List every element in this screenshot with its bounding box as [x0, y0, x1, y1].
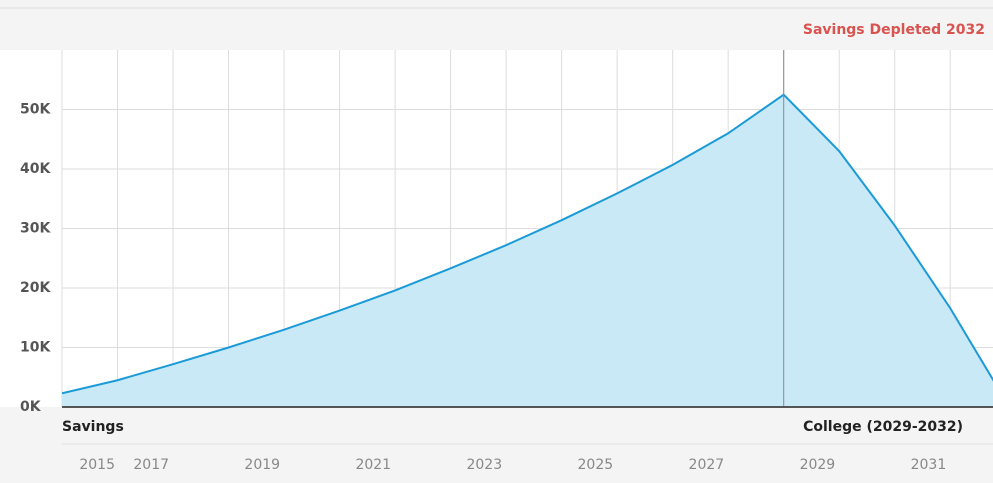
- x-tick-label: 2015: [79, 457, 115, 473]
- right-annotation: College (2029-2032): [803, 419, 963, 435]
- area-line: [62, 93, 993, 395]
- x-tick-label: 2019: [244, 457, 280, 473]
- x-tick-label: 2017: [133, 457, 169, 473]
- x-tick-label: 2027: [689, 457, 725, 473]
- plot: [62, 93, 993, 407]
- y-tick-label: 10K: [20, 340, 51, 356]
- area-fill: [62, 94, 993, 407]
- left-annotation: Savings: [62, 419, 124, 435]
- y-tick-label: 30K: [20, 221, 51, 237]
- y-tick-label: 40K: [20, 161, 51, 177]
- x-tick-label: 2029: [800, 457, 836, 473]
- x-tick-label: 2031: [911, 457, 947, 473]
- x-tick-label: 2021: [355, 457, 391, 473]
- x-tick-label: 2025: [578, 457, 614, 473]
- y-tick-label: 20K: [20, 280, 51, 296]
- footer-band: [0, 407, 993, 483]
- labels: 0K 10K 20K 30K 40K 50K 2015 2017 2019 2021 2023 202…: [20, 102, 946, 474]
- x-tick-label: 2023: [466, 457, 502, 473]
- y-tick-label: 0K: [20, 399, 42, 415]
- header-annotation: Savings Depleted 2032: [803, 22, 985, 38]
- y-tick-label: 50K: [20, 102, 51, 118]
